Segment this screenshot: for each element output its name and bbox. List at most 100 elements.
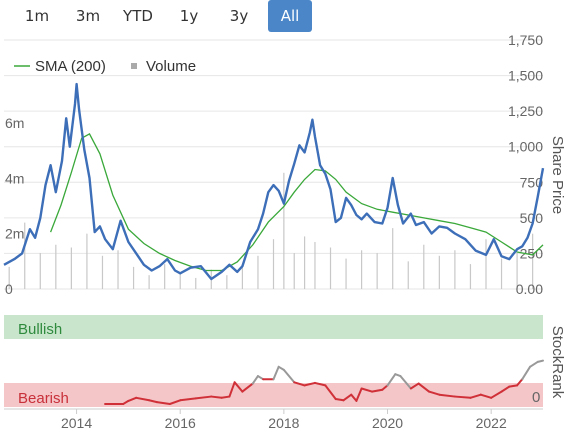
volume-bar xyxy=(361,250,363,289)
stockrank-segment xyxy=(220,395,231,399)
volume-bar xyxy=(376,253,378,289)
price-tick-label: 1,750 xyxy=(508,32,543,48)
stockrank-axis-zero: 0 xyxy=(532,389,540,406)
price-tick-label: 1,000 xyxy=(508,139,543,155)
stockrank-segment xyxy=(127,396,138,402)
volume-tick-label: 6m xyxy=(5,115,24,131)
stockrank-segment xyxy=(324,384,337,401)
stockrank-segment xyxy=(427,390,441,396)
stockrank-segment xyxy=(399,375,412,390)
stockrank-segment xyxy=(194,395,213,400)
volume-bar xyxy=(500,258,503,289)
range-1m-button[interactable]: 1m xyxy=(24,7,50,25)
volume-bar xyxy=(226,275,228,289)
volume-bar xyxy=(257,255,259,289)
stockrank-segment xyxy=(228,381,236,398)
range-ytd-button[interactable]: YTD xyxy=(123,7,153,25)
price-series xyxy=(3,82,545,281)
volume-bar xyxy=(423,244,425,289)
volume-bar xyxy=(345,258,347,289)
stockrank-segment xyxy=(370,388,384,393)
legend-volume-swatch xyxy=(131,63,137,69)
stockrank-series xyxy=(104,359,544,405)
stockrank-segment xyxy=(122,399,130,405)
volume-bar xyxy=(117,250,119,289)
stockrank-segment xyxy=(303,381,316,387)
price-axis-title: Share Price xyxy=(549,136,566,214)
stockrank-segment xyxy=(293,381,306,387)
volume-bar xyxy=(283,172,285,289)
stockrank-segment xyxy=(355,387,363,402)
stockrank-segment xyxy=(500,385,511,393)
volume-bar xyxy=(148,275,150,289)
stockrank-segment xyxy=(521,365,532,381)
volume-bar xyxy=(195,277,197,289)
volume-bar xyxy=(70,247,72,289)
range-1y-button[interactable]: 1y xyxy=(179,7,199,25)
volume-tick-label: 0 xyxy=(5,281,13,297)
volume-bar xyxy=(485,239,487,289)
range-3m-button[interactable]: 3m xyxy=(75,7,101,25)
stockrank-segment xyxy=(282,368,296,384)
stockrank-segment xyxy=(272,365,280,381)
volume-bar xyxy=(314,241,316,289)
stockrank-segment xyxy=(453,395,472,399)
volume-bar xyxy=(438,255,440,289)
stockrank-segment xyxy=(360,387,373,393)
stockrank-segment xyxy=(342,393,353,402)
bearish-zone xyxy=(4,383,543,407)
stockrank-segment xyxy=(490,390,503,399)
price-tick-label: 750 xyxy=(520,174,544,190)
volume-bar xyxy=(132,266,135,289)
stockrank-segment xyxy=(409,382,420,390)
volume-bar xyxy=(293,253,295,289)
stockrank-segment xyxy=(210,395,223,399)
volume-bar xyxy=(24,222,26,289)
price-tick-label: 1,250 xyxy=(508,103,543,119)
x-tick-label: 2020 xyxy=(372,415,403,431)
range-3y-button[interactable]: 3y xyxy=(229,7,249,25)
stockrank-segment xyxy=(529,360,539,368)
volume-bar xyxy=(39,253,41,289)
stockrank-segment xyxy=(516,378,524,387)
stockrank-segment xyxy=(251,375,259,385)
volume-bar xyxy=(86,233,88,289)
volume-bar xyxy=(8,266,10,289)
stockrank-segment xyxy=(313,381,327,387)
stockrank-segment xyxy=(334,398,345,402)
volume-axis: 6m 4m 2m 0 xyxy=(5,115,24,297)
legend: SMA (200) Volume xyxy=(14,58,196,75)
volume-bar xyxy=(407,261,409,289)
x-tick-label: 2016 xyxy=(165,415,196,431)
stockrank-segment xyxy=(233,381,244,393)
range-all-button[interactable]: All xyxy=(268,0,312,32)
volume-bar xyxy=(532,233,534,289)
price-tick-label: 0.00 xyxy=(516,281,543,297)
price-tick-label: 500 xyxy=(520,210,544,226)
stockrank-segment xyxy=(168,399,182,405)
stockrank-segment xyxy=(241,382,254,393)
volume-bar xyxy=(454,250,456,289)
stockrank-segment xyxy=(386,373,397,387)
stockrank-segment xyxy=(350,393,358,402)
volume-tick-label: 4m xyxy=(5,170,24,186)
volume-bar xyxy=(392,228,394,289)
volume-bars xyxy=(8,172,534,289)
price-line xyxy=(3,82,545,281)
volume-bar xyxy=(516,253,518,289)
stockrank-segment xyxy=(438,393,456,398)
volume-bar xyxy=(55,244,57,289)
stockrank-segment xyxy=(277,365,285,371)
stockrank-segment xyxy=(417,382,430,393)
legend-sma-label: SMA (200) xyxy=(35,58,106,75)
stockrank-segment xyxy=(135,396,151,402)
volume-bar xyxy=(469,264,472,289)
sma-series xyxy=(49,133,544,272)
stockrank-segment xyxy=(508,384,519,388)
stockrank-segment xyxy=(256,375,265,381)
volume-bar xyxy=(329,247,332,289)
price-tick-label: 1,500 xyxy=(508,68,543,84)
sma-line xyxy=(49,133,544,272)
stockrank-segment xyxy=(179,397,197,402)
